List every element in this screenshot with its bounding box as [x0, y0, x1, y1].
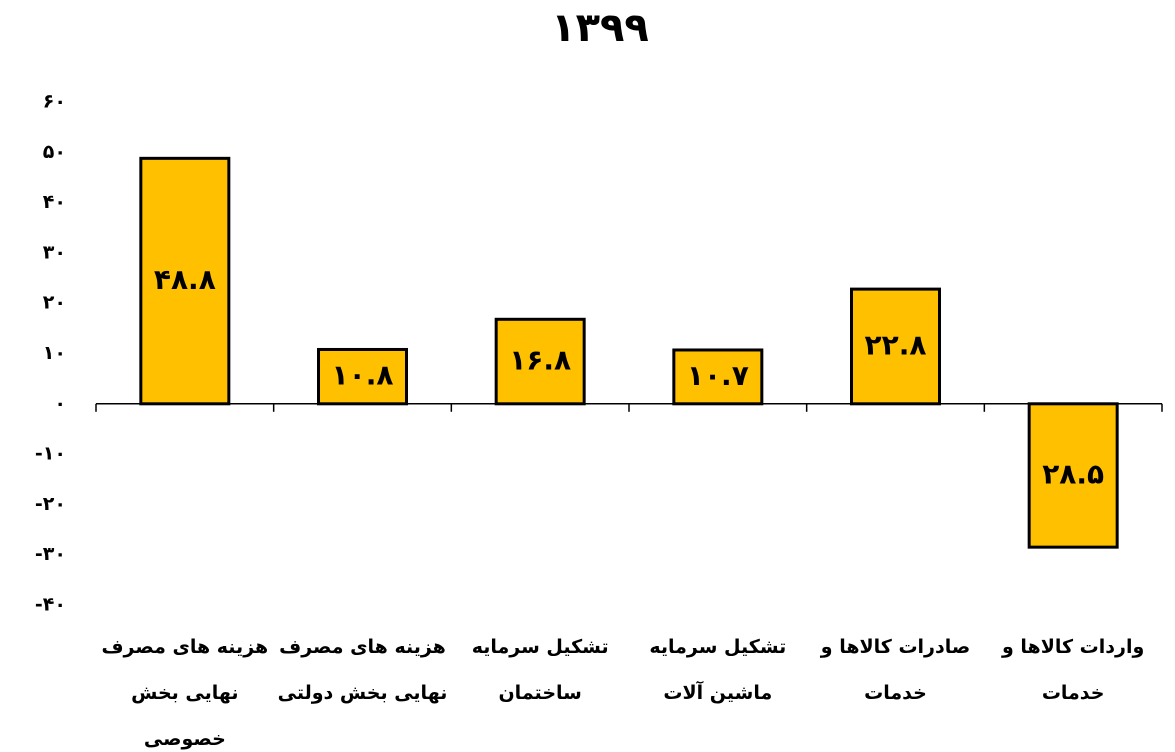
y-tick-label: ۲۰	[43, 292, 66, 314]
bar	[672, 348, 764, 406]
y-tick-label: ۰	[54, 392, 66, 414]
y-tick-label: ۵۰	[43, 141, 66, 163]
bar	[1027, 402, 1119, 549]
data-label: ۲۲.۸	[865, 328, 927, 361]
y-tick-label: ۶۰	[43, 91, 66, 113]
y-tick-label: -۱۰	[35, 443, 66, 465]
data-label: ۴۸.۸	[154, 263, 216, 296]
y-tick-label: ۴۰	[43, 191, 66, 213]
y-tick-label: ۱۰	[43, 342, 66, 364]
bar	[317, 347, 408, 406]
y-tick-label: -۴۰	[35, 594, 66, 616]
x-tick-label: هزینه های مصرف نهایی بخش دولتی	[277, 636, 448, 704]
x-tick-label: صادرات کالاها و خدمات	[820, 636, 971, 704]
y-tick-label: ۳۰	[43, 241, 66, 263]
x-tick-label: تشکیل سرمایه ساختمان	[471, 636, 609, 704]
data-label: ۱۰.۷	[687, 359, 749, 392]
x-tick-label: هزینه های مصرف نهایی بخش خصوصی	[101, 636, 269, 750]
chart-title: ۱۳۹۹	[551, 5, 649, 51]
x-tick-label: تشکیل سرمایه ماشین آلات	[649, 636, 787, 704]
y-tick-label: -۳۰	[35, 543, 66, 565]
y-tick-label: -۲۰	[35, 493, 66, 515]
data-label: ۱۶.۸	[509, 344, 571, 377]
x-tick-label: واردات کالاها و خدمات	[1002, 636, 1145, 704]
data-label: ۲۸.۵	[1042, 457, 1104, 490]
data-label: ۱۰.۸	[332, 359, 394, 392]
bar	[139, 156, 231, 406]
